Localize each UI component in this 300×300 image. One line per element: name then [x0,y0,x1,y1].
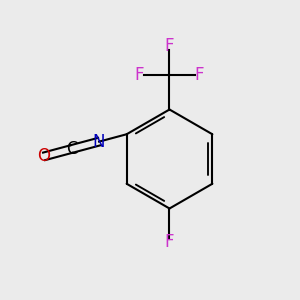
Text: N: N [93,133,105,151]
Text: F: F [165,233,174,251]
Text: F: F [135,66,144,84]
Text: F: F [165,37,174,55]
Text: C: C [66,140,77,158]
Text: F: F [195,66,204,84]
Text: O: O [38,147,50,165]
